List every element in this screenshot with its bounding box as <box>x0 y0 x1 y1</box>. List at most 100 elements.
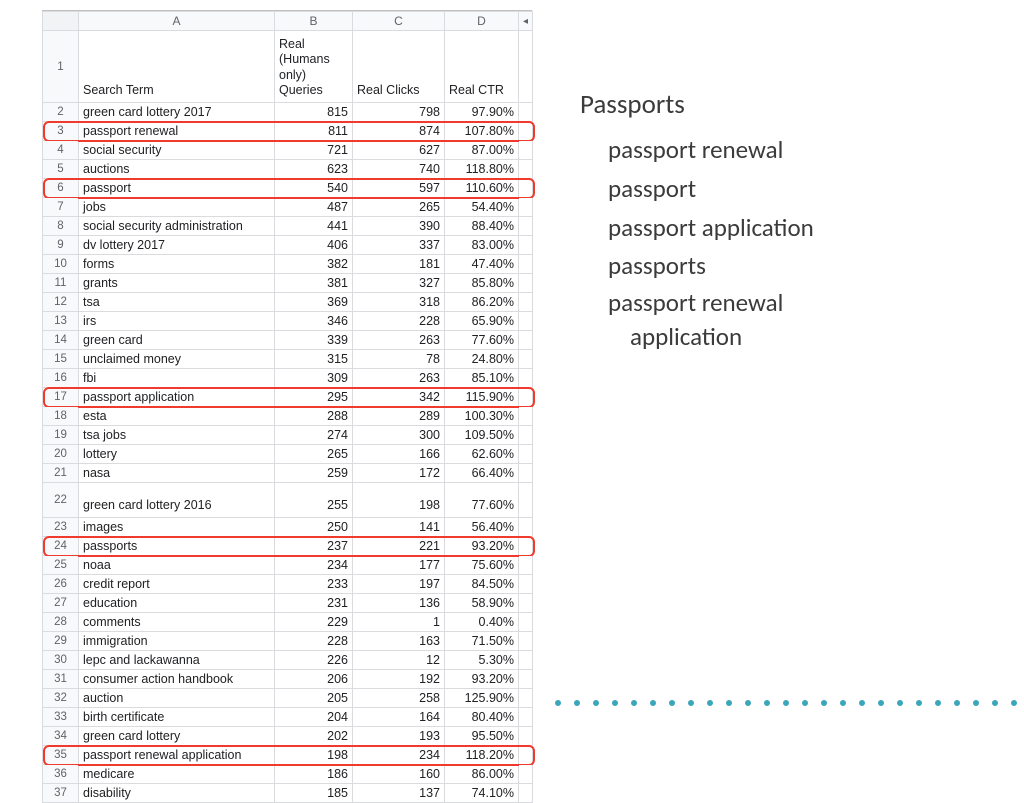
cell-queries[interactable]: 259 <box>275 464 353 483</box>
cell-clicks[interactable]: 198 <box>353 483 445 518</box>
row-number[interactable]: 3 <box>43 122 79 141</box>
cell-queries[interactable]: 226 <box>275 651 353 670</box>
column-header-D[interactable]: D <box>445 12 519 31</box>
cell-clicks[interactable]: 874 <box>353 122 445 141</box>
cell-queries[interactable]: 540 <box>275 179 353 198</box>
row-number[interactable]: 34 <box>43 727 79 746</box>
cell-clicks[interactable]: 136 <box>353 594 445 613</box>
cell-queries[interactable]: 234 <box>275 556 353 575</box>
cell-ctr[interactable]: 110.60% <box>445 179 519 198</box>
cell-search-term[interactable]: lepc and lackawanna <box>79 651 275 670</box>
cell-search-term[interactable]: social security <box>79 141 275 160</box>
row-number[interactable]: 35 <box>43 746 79 765</box>
row-number[interactable]: 24 <box>43 537 79 556</box>
cell-ctr[interactable]: 118.80% <box>445 160 519 179</box>
cell-ctr[interactable]: 85.80% <box>445 274 519 293</box>
cell-clicks[interactable]: 164 <box>353 708 445 727</box>
cell-search-term[interactable]: green card lottery 2016 <box>79 483 275 518</box>
cell-ctr[interactable]: 125.90% <box>445 689 519 708</box>
cell-queries[interactable]: 185 <box>275 784 353 803</box>
cell[interactable] <box>519 537 533 556</box>
cell[interactable] <box>519 198 533 217</box>
cell-ctr[interactable]: 97.90% <box>445 103 519 122</box>
cell-clicks[interactable]: 318 <box>353 293 445 312</box>
cell-queries[interactable]: 382 <box>275 255 353 274</box>
cell-ctr[interactable]: 95.50% <box>445 727 519 746</box>
cell[interactable] <box>519 518 533 537</box>
cell[interactable] <box>519 274 533 293</box>
row-number[interactable]: 15 <box>43 350 79 369</box>
cell[interactable] <box>519 445 533 464</box>
cell-ctr[interactable]: 0.40% <box>445 613 519 632</box>
cell-queries[interactable]: 250 <box>275 518 353 537</box>
cell-ctr[interactable]: 75.60% <box>445 556 519 575</box>
cell-clicks[interactable]: 166 <box>353 445 445 464</box>
cell-clicks[interactable]: 627 <box>353 141 445 160</box>
cell-search-term[interactable]: passport application <box>79 388 275 407</box>
cell-queries[interactable]: 346 <box>275 312 353 331</box>
cell-search-term[interactable]: passport renewal <box>79 122 275 141</box>
row-number[interactable]: 5 <box>43 160 79 179</box>
cell-search-term[interactable]: irs <box>79 312 275 331</box>
cell-queries[interactable]: 265 <box>275 445 353 464</box>
cell-queries[interactable]: 229 <box>275 613 353 632</box>
row-number[interactable]: 11 <box>43 274 79 293</box>
column-header-A[interactable]: A <box>79 12 275 31</box>
cell-search-term[interactable]: green card lottery 2017 <box>79 103 275 122</box>
row-number[interactable]: 8 <box>43 217 79 236</box>
row-number[interactable]: 25 <box>43 556 79 575</box>
cell[interactable] <box>519 689 533 708</box>
cell-search-term[interactable]: esta <box>79 407 275 426</box>
cell[interactable] <box>519 426 533 445</box>
cell-ctr[interactable]: 47.40% <box>445 255 519 274</box>
row-number[interactable]: 12 <box>43 293 79 312</box>
cell-search-term[interactable]: grants <box>79 274 275 293</box>
cell-search-term[interactable]: consumer action handbook <box>79 670 275 689</box>
cell-ctr[interactable]: 118.20% <box>445 746 519 765</box>
cell-search-term[interactable]: images <box>79 518 275 537</box>
cell-clicks[interactable]: 228 <box>353 312 445 331</box>
row-number[interactable]: 18 <box>43 407 79 426</box>
cell-clicks[interactable]: 342 <box>353 388 445 407</box>
cell[interactable] <box>519 727 533 746</box>
row-number[interactable]: 20 <box>43 445 79 464</box>
cell-ctr[interactable]: 84.50% <box>445 575 519 594</box>
cell-queries[interactable]: 198 <box>275 746 353 765</box>
cell-clicks[interactable]: 160 <box>353 765 445 784</box>
cell-search-term[interactable]: immigration <box>79 632 275 651</box>
cell[interactable] <box>519 331 533 350</box>
row-number[interactable]: 16 <box>43 369 79 388</box>
cell-ctr[interactable]: 88.40% <box>445 217 519 236</box>
cell-clicks[interactable]: 193 <box>353 727 445 746</box>
cell-search-term[interactable]: noaa <box>79 556 275 575</box>
row-number[interactable]: 31 <box>43 670 79 689</box>
cell-queries[interactable]: 381 <box>275 274 353 293</box>
cell-queries[interactable]: 406 <box>275 236 353 255</box>
cell[interactable] <box>519 141 533 160</box>
cell-clicks[interactable]: 234 <box>353 746 445 765</box>
cell-queries[interactable]: 288 <box>275 407 353 426</box>
cell-clicks[interactable]: 597 <box>353 179 445 198</box>
cell-search-term[interactable]: green card lottery <box>79 727 275 746</box>
row-number[interactable]: 1 <box>43 31 79 103</box>
cell-ctr[interactable]: 62.60% <box>445 445 519 464</box>
cell-clicks[interactable]: 163 <box>353 632 445 651</box>
cell[interactable] <box>519 651 533 670</box>
row-number[interactable]: 23 <box>43 518 79 537</box>
cell-search-term[interactable]: birth certificate <box>79 708 275 727</box>
cell-clicks[interactable]: 265 <box>353 198 445 217</box>
row-number[interactable]: 14 <box>43 331 79 350</box>
cell-search-term[interactable]: auctions <box>79 160 275 179</box>
cell-queries[interactable]: 206 <box>275 670 353 689</box>
cell[interactable] <box>519 103 533 122</box>
cell[interactable] <box>519 708 533 727</box>
column-header-B[interactable]: B <box>275 12 353 31</box>
cell-search-term[interactable]: unclaimed money <box>79 350 275 369</box>
cell[interactable] <box>519 483 533 518</box>
cell-ctr[interactable]: 71.50% <box>445 632 519 651</box>
header-cell[interactable]: Real (Humans only) Queries <box>275 31 353 103</box>
cell-clicks[interactable]: 300 <box>353 426 445 445</box>
row-number[interactable]: 4 <box>43 141 79 160</box>
cell-search-term[interactable]: social security administration <box>79 217 275 236</box>
cell-clicks[interactable]: 740 <box>353 160 445 179</box>
